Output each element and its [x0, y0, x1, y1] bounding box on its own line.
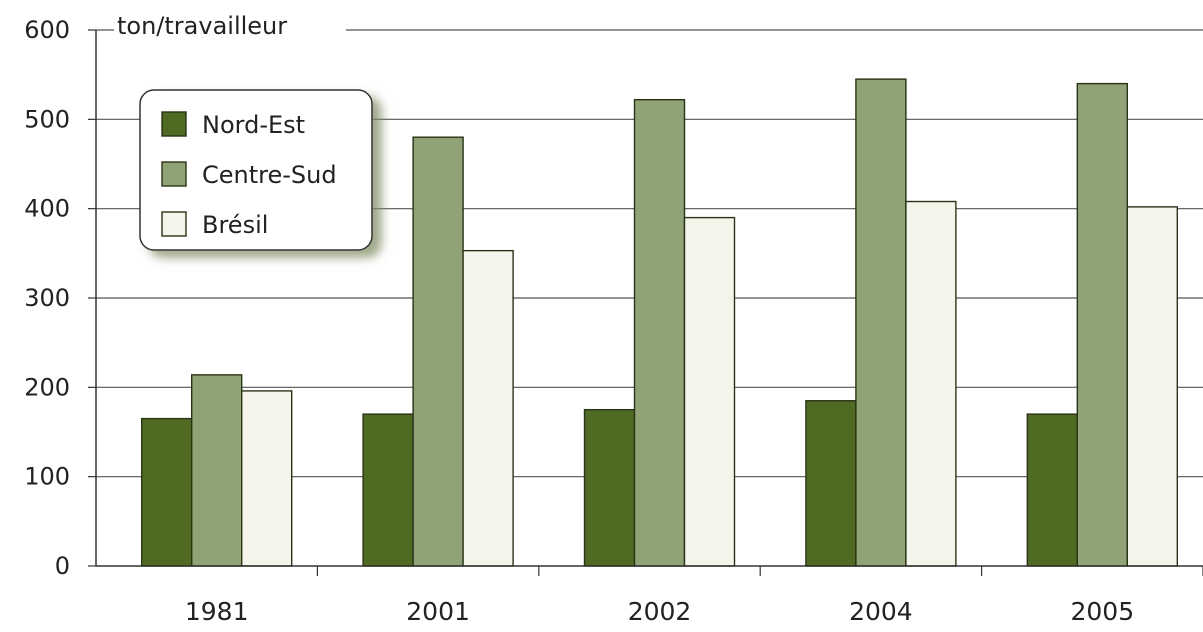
y-tick-label: 200: [24, 373, 70, 401]
bar-br-sil-1981: [240, 390, 293, 567]
x-tick-label: 2004: [849, 597, 913, 626]
y-tick-label: 500: [24, 105, 70, 133]
x-tick-label: 2005: [1070, 597, 1134, 626]
bar-nord-est-2002: [583, 408, 636, 567]
legend-swatch: [161, 111, 187, 137]
y-tick-label: 300: [24, 284, 70, 312]
y-tick-labels: 0 100 200 300 400 500 600: [24, 16, 96, 580]
x-tick-labels: 1981 2001 2002 2004 2005: [185, 566, 1203, 626]
bar-br-sil-2001: [462, 249, 514, 567]
legend-label: Brésil: [202, 211, 268, 239]
y-tick-label: 600: [24, 16, 70, 44]
bar-centre-sud-2004: [855, 78, 907, 567]
y-tick-label: 0: [55, 552, 70, 580]
legend-box: [139, 89, 373, 251]
legend-swatch: [161, 161, 187, 187]
bar-nord-est-2004: [805, 400, 857, 567]
legend: Nord-Est Centre-Sud Brésil: [139, 89, 373, 251]
x-tick-label: 1981: [185, 597, 249, 626]
bar-br-sil-2005: [1126, 206, 1179, 567]
bar-centre-sud-1981: [190, 374, 243, 567]
bar-br-sil-2004: [905, 200, 957, 567]
legend-swatch: [161, 211, 187, 237]
x-tick-label: 2002: [628, 597, 692, 626]
bar-centre-sud-2001: [412, 136, 464, 567]
y-tick-label: 100: [24, 463, 70, 491]
legend-label: Nord-Est: [202, 111, 305, 139]
bar-centre-sud-2005: [1076, 82, 1129, 567]
bar-br-sil-2002: [683, 216, 736, 567]
legend-label: Centre-Sud: [202, 161, 337, 189]
y-tick-label: 400: [24, 195, 70, 223]
bar-centre-sud-2002: [633, 98, 686, 567]
unit-label: ton/travailleur: [117, 12, 287, 40]
bar-nord-est-2005: [1026, 413, 1079, 567]
x-tick-label: 2001: [406, 597, 470, 626]
bars: [140, 78, 1179, 567]
bar-nord-est-1981: [140, 417, 193, 567]
bar-nord-est-2001: [362, 413, 414, 567]
